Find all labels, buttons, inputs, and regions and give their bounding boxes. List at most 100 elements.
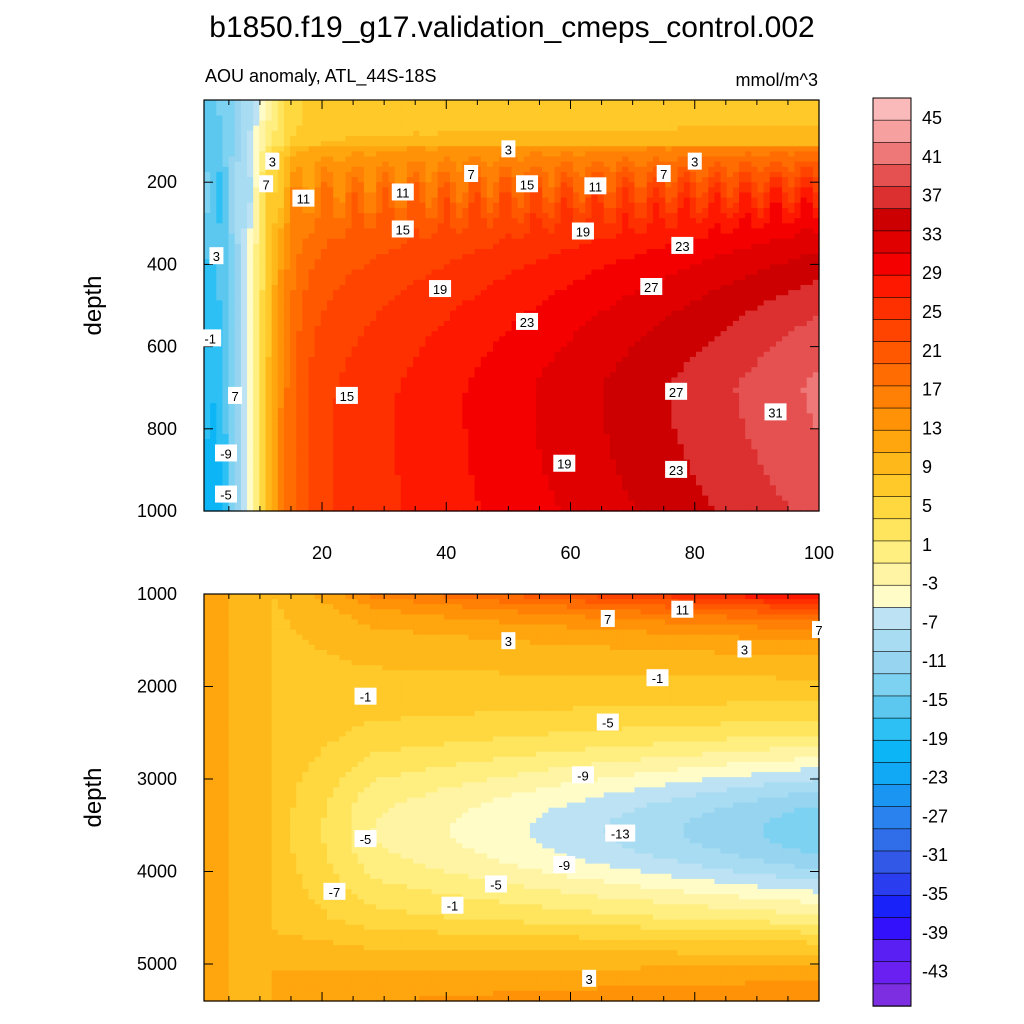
field-cell [530,475,537,481]
field-cell [432,470,439,476]
field-cell [499,121,506,127]
field-cell [284,372,291,378]
field-cell [536,331,543,337]
field-cell [327,151,334,157]
field-cell [456,367,463,373]
field-cell [438,172,445,178]
field-cell [542,393,549,399]
field-cell [419,234,426,240]
field-cell [481,254,488,260]
field-cell [462,501,469,507]
field-cell [382,100,389,106]
field-cell [358,259,365,265]
field-cell [542,434,549,440]
field-cell [216,187,223,193]
field-cell [512,490,519,496]
field-cell [296,341,303,347]
field-cell [216,419,223,425]
field-cell [579,157,586,163]
field-cell [376,264,383,270]
field-cell [315,413,322,419]
field-cell [438,234,445,240]
field-cell [352,203,359,209]
field-cell [235,280,242,286]
field-cell [419,244,426,250]
field-cell [425,331,432,337]
field-cell [456,234,463,240]
field-cell [204,126,211,132]
field-cell [364,362,371,368]
field-cell [419,465,426,471]
field-cell [204,372,211,378]
field-cell [548,131,555,137]
field-cell [487,434,494,440]
field-cell [272,413,279,419]
field-cell [487,131,494,137]
field-cell [382,357,389,363]
field-cell [567,341,574,347]
field-cell [278,136,285,142]
field-cell [284,100,291,106]
field-cell [216,141,223,147]
field-cell [358,444,365,450]
field-cell [462,275,469,281]
field-cell [352,141,359,147]
field-cell [419,393,426,399]
field-cell [339,234,346,240]
field-cell [247,475,254,481]
field-cell [456,316,463,322]
field-cell [475,485,482,491]
field-cell [413,372,420,378]
field-cell [309,280,316,286]
field-cell [370,496,377,502]
field-cell [247,254,254,260]
field-cell [358,131,365,137]
field-cell [450,306,457,312]
field-cell [278,311,285,317]
field-cell [493,280,500,286]
field-cell [284,218,291,224]
field-cell [493,136,500,142]
field-cell [555,439,562,445]
field-cell [438,424,445,430]
field-cell [358,223,365,229]
field-cell [518,223,525,229]
field-cell [462,208,469,214]
field-cell [413,172,420,178]
field-cell [493,110,500,116]
field-cell [266,480,273,486]
field-cell [542,280,549,286]
field-cell [266,192,273,198]
field-cell [530,280,537,286]
field-cell [518,131,525,137]
field-cell [296,121,303,127]
field-cell [272,449,279,455]
field-cell [376,131,383,137]
field-cell [536,162,543,168]
field-cell [210,439,217,445]
field-cell [216,311,223,317]
field-cell [536,300,543,306]
field-cell [567,352,574,358]
field-cell [302,331,309,337]
field-cell [432,424,439,430]
field-cell [462,136,469,142]
field-cell [204,460,211,466]
field-cell [241,270,248,276]
field-cell [222,259,229,265]
field-cell [315,300,322,306]
field-cell [376,126,383,132]
field-cell [345,223,352,229]
field-cell [475,321,482,327]
field-cell [395,367,402,373]
field-cell [573,141,580,147]
field-cell [407,485,414,491]
field-cell [266,460,273,466]
field-cell [253,213,260,219]
field-cell [462,383,469,389]
field-cell [278,403,285,409]
field-cell [333,424,340,430]
field-cell [493,362,500,368]
field-cell [555,295,562,301]
field-cell [493,326,500,332]
